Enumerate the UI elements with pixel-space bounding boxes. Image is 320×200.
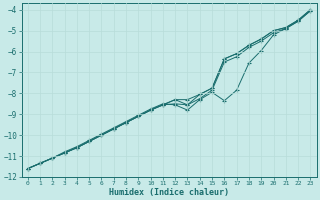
X-axis label: Humidex (Indice chaleur): Humidex (Indice chaleur) (109, 188, 229, 197)
